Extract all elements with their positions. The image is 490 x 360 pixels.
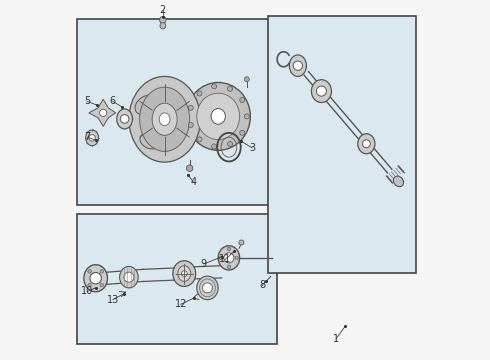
Polygon shape — [89, 99, 116, 126]
Ellipse shape — [312, 80, 331, 103]
Ellipse shape — [129, 76, 200, 162]
Circle shape — [124, 272, 134, 282]
Circle shape — [90, 273, 101, 284]
Ellipse shape — [120, 266, 138, 288]
Circle shape — [240, 130, 245, 135]
Ellipse shape — [289, 55, 306, 76]
Ellipse shape — [140, 87, 190, 152]
Ellipse shape — [135, 95, 158, 115]
Circle shape — [186, 165, 193, 171]
Circle shape — [99, 109, 107, 116]
Text: 13: 13 — [107, 295, 119, 305]
Text: 1: 1 — [333, 334, 339, 344]
Ellipse shape — [197, 93, 240, 140]
Circle shape — [188, 122, 193, 127]
Circle shape — [88, 283, 92, 287]
Ellipse shape — [173, 261, 196, 287]
Circle shape — [89, 135, 96, 141]
Text: 2: 2 — [160, 5, 166, 15]
Text: 6: 6 — [110, 96, 116, 107]
Ellipse shape — [197, 276, 218, 300]
Circle shape — [245, 77, 249, 82]
Text: 7: 7 — [84, 132, 90, 142]
Text: 5: 5 — [84, 96, 90, 107]
Circle shape — [227, 265, 231, 269]
Ellipse shape — [160, 17, 166, 23]
Text: 8: 8 — [259, 280, 265, 291]
Circle shape — [212, 144, 217, 149]
Text: 3: 3 — [249, 143, 255, 153]
Circle shape — [317, 86, 326, 96]
Bar — [77, 214, 277, 344]
Ellipse shape — [393, 176, 404, 187]
Bar — [77, 19, 277, 205]
Circle shape — [197, 137, 202, 142]
Ellipse shape — [178, 266, 191, 282]
Circle shape — [197, 91, 202, 96]
Ellipse shape — [186, 82, 250, 150]
Ellipse shape — [160, 22, 166, 29]
Text: 11: 11 — [219, 254, 231, 264]
Ellipse shape — [211, 109, 225, 124]
Text: 9: 9 — [201, 259, 207, 269]
Circle shape — [227, 247, 231, 251]
Circle shape — [121, 114, 129, 123]
Ellipse shape — [140, 132, 161, 149]
Bar — [268, 16, 416, 273]
Circle shape — [181, 271, 187, 276]
Ellipse shape — [84, 265, 107, 292]
Circle shape — [293, 61, 302, 70]
Circle shape — [88, 270, 92, 273]
Ellipse shape — [159, 113, 170, 126]
Circle shape — [239, 240, 244, 245]
Circle shape — [100, 270, 103, 273]
Text: 12: 12 — [174, 299, 187, 309]
Circle shape — [220, 256, 223, 260]
Circle shape — [202, 283, 213, 293]
Circle shape — [227, 86, 233, 91]
Ellipse shape — [117, 109, 132, 129]
Ellipse shape — [86, 130, 98, 146]
Circle shape — [363, 140, 370, 148]
Circle shape — [212, 84, 217, 89]
Circle shape — [227, 141, 233, 147]
Text: 4: 4 — [190, 177, 196, 187]
Ellipse shape — [152, 103, 177, 135]
Text: 10: 10 — [81, 287, 93, 296]
Circle shape — [100, 283, 103, 287]
Circle shape — [245, 114, 249, 119]
Ellipse shape — [358, 134, 375, 154]
Circle shape — [235, 256, 239, 260]
Circle shape — [188, 105, 193, 111]
Circle shape — [240, 98, 245, 103]
Circle shape — [224, 253, 234, 263]
Ellipse shape — [218, 246, 240, 270]
